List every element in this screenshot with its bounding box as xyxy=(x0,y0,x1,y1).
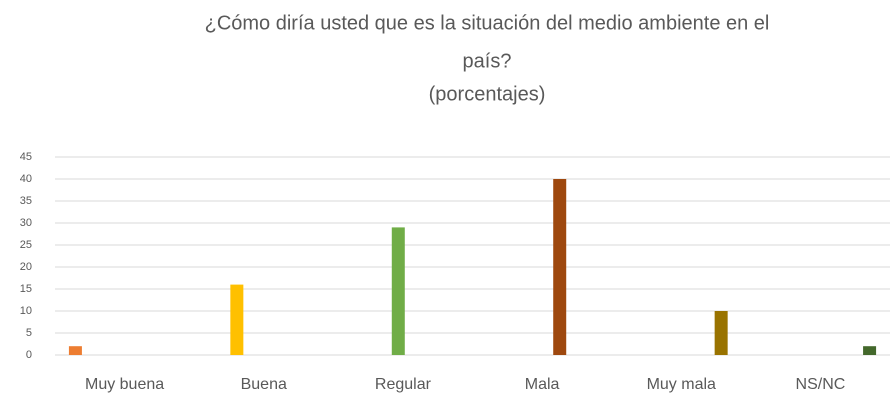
y-tick-label: 25 xyxy=(20,239,32,251)
chart-title: ¿Cómo diría usted que es la situación de… xyxy=(205,12,770,34)
bar xyxy=(863,346,877,355)
y-tick-label: 5 xyxy=(26,327,32,339)
y-tick-label: 10 xyxy=(20,305,32,317)
bar xyxy=(391,227,405,355)
x-tick-label: Regular xyxy=(375,376,432,393)
y-tick-label: 35 xyxy=(20,195,32,207)
x-tick-label: Muy buena xyxy=(85,376,164,393)
bar xyxy=(553,179,567,355)
bar xyxy=(68,346,82,355)
x-tick-label: Buena xyxy=(241,376,287,393)
y-tick-label: 0 xyxy=(26,349,32,361)
y-tick-label: 20 xyxy=(20,261,32,273)
y-tick-label: 40 xyxy=(20,173,32,185)
x-tick-label: Muy mala xyxy=(647,376,716,393)
x-tick-label: NS/NC xyxy=(796,376,846,393)
x-tick-label: Mala xyxy=(525,376,560,393)
y-tick-label: 30 xyxy=(20,217,32,229)
bar xyxy=(230,284,244,355)
chart-title: país? xyxy=(463,50,512,72)
y-tick-label: 15 xyxy=(20,283,32,295)
chart-subtitle: (porcentajes) xyxy=(429,83,546,105)
bar xyxy=(714,311,728,355)
y-tick-label: 45 xyxy=(20,151,32,163)
